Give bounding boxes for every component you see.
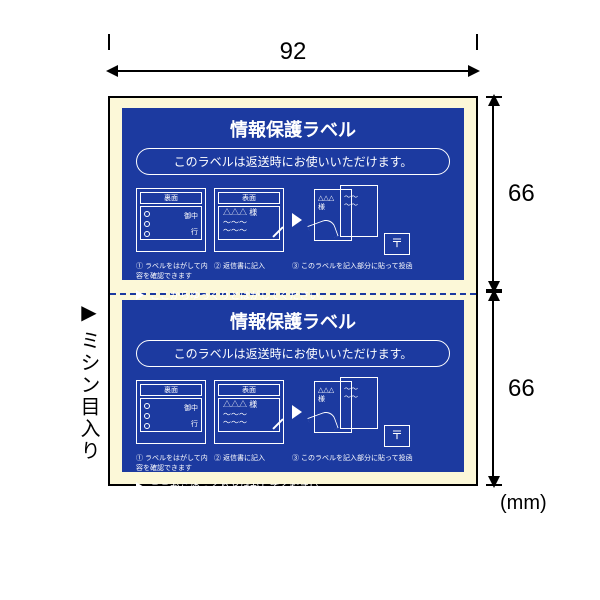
step-captions: ① ラベルをはがして内容を確認できます② 返信書に記入③ このラベルを記入部分に… [122,261,464,281]
perforation-caption-text: ミシン目入り [77,330,99,462]
info-protection-label-0: 情報保護ラベルこのラベルは返送時にお使いいただけます。裏面御中行表面△△△ 様〜… [122,108,464,280]
arrow-right-icon [292,405,302,419]
dimension-width: 92 [108,38,478,72]
label-subtitle: このラベルは返送時にお使いいただけます。 [136,148,450,175]
peel-instruction: ここからゆっくりとはがしてください。 [122,473,464,504]
dimension-height-bottom: 66 [486,291,494,486]
apply-and-post: △△△様〜〜〜〜〒 [310,185,410,255]
step-captions: ① ラベルをはがして内容を確認できます② 返信書に記入③ このラベルを記入部分に… [122,453,464,473]
triangle-right-icon [136,290,144,300]
apply-and-post: △△△様〜〜〜〜〒 [310,377,410,447]
info-protection-label-1: 情報保護ラベルこのラベルは返送時にお使いいただけます。裏面御中行表面△△△ 様〜… [122,300,464,472]
postbox-icon: 〒 [384,233,410,255]
arrow-right-icon [292,213,302,227]
dimension-height-top: 66 [486,96,494,291]
perforation-caption: ▶ ミシン目入り [74,300,103,462]
label-steps-row: 裏面御中行表面△△△ 様〜〜〜〜〜〜 △△△様〜〜〜〜〒 [122,367,464,453]
mini-front: 表面△△△ 様〜〜〜〜〜〜 [214,188,284,252]
label-title: 情報保護ラベル [122,108,464,148]
mini-back: 裏面御中行 [136,188,206,252]
diagram-stage: 926666(mm)▶ミシン目入り情報保護ラベルこのラベルは返送時にお使いいただ… [0,0,600,600]
triangle-right-icon: ▶ [76,300,100,326]
mini-front: 表面△△△ 様〜〜〜〜〜〜 [214,380,284,444]
label-title: 情報保護ラベル [122,300,464,340]
label-subtitle: このラベルは返送時にお使いいただけます。 [136,340,450,367]
mini-back: 裏面御中行 [136,380,206,444]
postbox-icon: 〒 [384,425,410,447]
label-steps-row: 裏面御中行表面△△△ 様〜〜〜〜〜〜 △△△様〜〜〜〜〒 [122,175,464,261]
dimension-unit: (mm) [500,492,547,515]
triangle-right-icon [136,482,144,492]
